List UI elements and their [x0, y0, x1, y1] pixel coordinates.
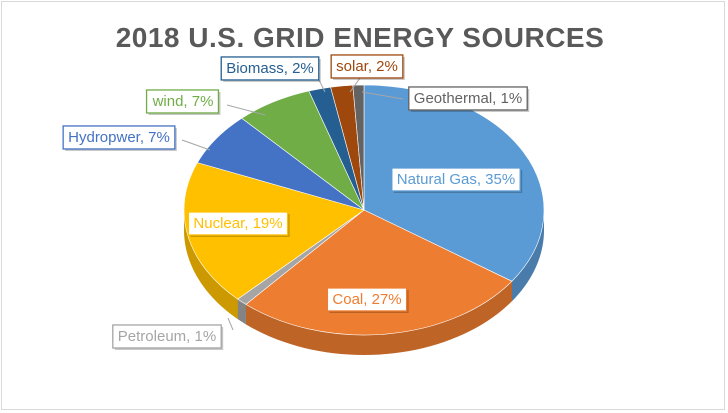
chart-title: 2018 U.S. GRID ENERGY SOURCES [115, 22, 605, 53]
data-labels: Natural Gas, 35% Coal, 27% Petroleum, 1% Nu… [62, 54, 530, 350]
data-label-box-5 [145, 89, 220, 114]
data-label-text-1: Coal, 27% [332, 291, 401, 308]
leader-line-4 [181, 139, 211, 151]
data-label-nuclear: Nuclear, 19% [187, 211, 290, 237]
data-label-text-5: wind, 7% [152, 93, 214, 110]
leader-line-7 [349, 77, 361, 93]
leader-line-8 [361, 91, 404, 100]
data-label-wind: wind, 7% [145, 89, 221, 115]
data-label-text-2: Petroleum, 1% [118, 328, 216, 345]
data-label-box-8 [408, 86, 528, 111]
data-label-coal: Coal, 27% [326, 287, 409, 313]
pie-slice-coal [245, 209, 513, 336]
data-label-box-6 [220, 56, 320, 81]
data-label-biomass: Biomass, 2% [220, 56, 321, 82]
data-label-box-1 [326, 287, 408, 312]
data-label-text-7: solar, 2% [336, 58, 398, 75]
data-label-box-0 [391, 167, 521, 192]
leader-line-5 [226, 104, 266, 116]
pie-rim-3 [184, 210, 238, 320]
data-label-box-2 [112, 324, 222, 349]
data-label-box-3 [187, 211, 289, 236]
pie-rim-0 [511, 210, 544, 302]
data-label-text-0: Natural Gas, 35% [397, 171, 515, 188]
data-label-petroleum: Petroleum, 1% [112, 324, 224, 350]
leader-line-2 [227, 317, 234, 331]
data-label-geothermal: Geothermal, 1% [408, 86, 530, 112]
data-label-text-6: Biomass, 2% [226, 60, 314, 77]
data-label-text-4: Hydropwer, 7% [68, 129, 170, 146]
data-label-solar: solar, 2% [330, 54, 405, 80]
pie-rim-2 [237, 299, 246, 325]
data-label-box-4 [62, 125, 176, 150]
data-label-box-7 [330, 54, 404, 79]
data-label-text-3: Nuclear, 19% [193, 215, 282, 232]
pie-rim-1 [245, 281, 512, 355]
pie-slice-geothermal [352, 84, 365, 211]
data-label-text-8: Geothermal, 1% [414, 90, 522, 107]
data-label-hydropwer: Hydropwer, 7% [62, 125, 177, 151]
data-label-natural-gas: Natural Gas, 35% [391, 167, 523, 193]
